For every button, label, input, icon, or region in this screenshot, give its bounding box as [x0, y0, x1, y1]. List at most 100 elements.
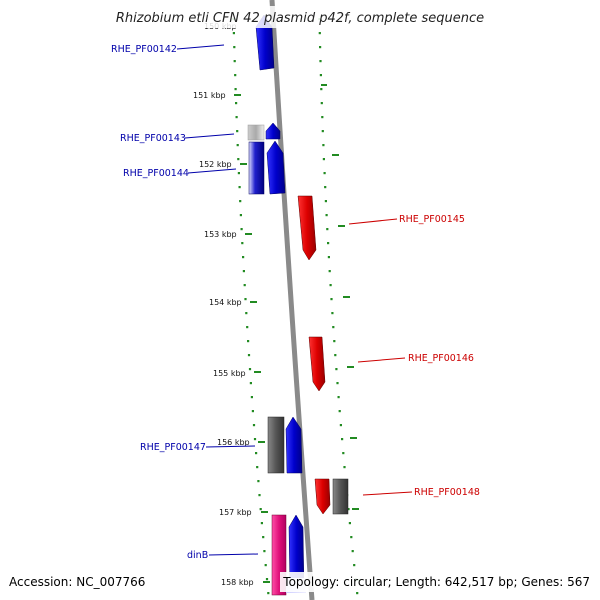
left-track-dot: [247, 340, 250, 343]
gene-label-rhe-pf00148[interactable]: RHE_PF00148: [414, 487, 480, 498]
scale-label-151: 151 kbp: [193, 91, 226, 100]
left-track-dot: [235, 116, 238, 119]
left-track-dot: [250, 396, 253, 399]
left-track-dot: [251, 410, 254, 413]
left-track-dot: [239, 200, 242, 203]
map-title: Rhizobium etli CFN 42 plasmid p42f, comp…: [116, 11, 484, 26]
right-track-dot: [353, 564, 356, 567]
gene-rhe-pf00147[interactable]: [285, 416, 303, 474]
left-track-dot: [237, 158, 240, 161]
gene-label-rhe-pf00147[interactable]: RHE_PF00147: [140, 442, 206, 453]
right-track-dot: [327, 242, 330, 245]
right-track-dot: [334, 354, 337, 357]
left-track-dot: [234, 74, 237, 77]
gene-features: [247, 14, 349, 596]
left-track-dot: [252, 424, 256, 427]
gene-label-rhe-pf00143[interactable]: RHE_PF00143: [120, 133, 186, 144]
right-track-dot: [320, 102, 323, 105]
left-track-dot: [262, 536, 265, 539]
right-track-dot: [351, 550, 354, 553]
right-track-dot: [318, 32, 321, 35]
right-track-dot: [341, 438, 344, 441]
left-track-dot: [265, 578, 269, 581]
gene-rhe-pf00144[interactable]: [266, 140, 286, 195]
right-track-dot: [342, 452, 345, 455]
right-track-dot: [339, 424, 342, 427]
left-track-dot: [233, 46, 236, 49]
left-track-dot: [267, 592, 270, 595]
left-track-dot: [258, 494, 261, 497]
gene-rhe-pf00148[interactable]: [314, 478, 331, 515]
gene-rhe-pf00147-grey[interactable]: [267, 416, 285, 474]
right-track-dot: [336, 382, 339, 385]
scale-markers: 150 kbp 151 kbp 152 kbp 153 kbp 154 kbp …: [193, 22, 270, 587]
right-track-dot: [319, 60, 322, 63]
left-track-dot: [246, 326, 249, 329]
label-leaders: [176, 44, 413, 556]
left-track-dot: [248, 368, 252, 371]
left-track-dot: [233, 60, 236, 63]
right-track-dot: [333, 340, 336, 343]
left-track-dot: [238, 186, 241, 189]
right-track-dot: [324, 186, 327, 189]
left-track-dot: [253, 438, 257, 441]
left-track-dot: [239, 214, 242, 217]
right-track-dot: [343, 466, 346, 469]
title-backing: [100, 6, 500, 28]
left-track-dot: [255, 452, 258, 455]
right-track-dot: [322, 158, 325, 161]
left-track-dot: [243, 284, 246, 287]
right-track-dot: [328, 270, 331, 273]
right-track-dot: [322, 144, 325, 147]
left-track-dot: [257, 480, 260, 483]
gene-label-rhe-pf00144[interactable]: RHE_PF00144: [123, 168, 189, 179]
gene-label-dinb[interactable]: dinB: [187, 550, 208, 561]
right-track-dot: [323, 172, 326, 175]
right-track-dot: [321, 130, 324, 133]
left-track-dot: [242, 256, 245, 259]
right-track-dot: [325, 214, 328, 217]
gene-labels: RHE_PF00142 RHE_PF00143 RHE_PF00144 RHE_…: [111, 44, 480, 561]
gene-rhe-pf00145[interactable]: [297, 195, 317, 261]
left-track-dot: [260, 522, 263, 525]
left-track-dot: [232, 32, 235, 35]
accession-text: Accession: NC_007766: [9, 575, 145, 589]
right-track-dot: [348, 522, 351, 525]
left-track-dot: [244, 298, 247, 301]
gene-label-rhe-pf00146[interactable]: RHE_PF00146: [408, 353, 474, 364]
right-track-dot: [326, 228, 329, 231]
right-track-dot: [329, 284, 332, 287]
left-track-dot: [235, 102, 238, 105]
left-track-dot: [236, 144, 239, 147]
right-track-dot: [319, 74, 322, 77]
gene-label-rhe-pf00145[interactable]: RHE_PF00145: [399, 214, 465, 225]
right-track-dot: [337, 396, 340, 399]
left-track-dot: [256, 466, 259, 469]
left-tick-track: [232, 18, 270, 595]
gene-rhe-pf00148-grey[interactable]: [332, 478, 349, 515]
right-track-dot: [327, 256, 330, 259]
scale-label-155: 155 kbp: [213, 369, 246, 378]
scale-label-153: 153 kbp: [204, 230, 237, 239]
right-track-dot: [347, 508, 350, 511]
gene-rhe-pf00143-grey[interactable]: [247, 124, 265, 141]
backbone-line: [269, 0, 315, 600]
gene-rhe-pf00143[interactable]: [265, 122, 281, 140]
gene-rhe-pf00146[interactable]: [308, 336, 326, 392]
left-track-dot: [247, 354, 251, 357]
left-track-dot: [237, 172, 240, 175]
left-track-dot: [259, 508, 262, 511]
gene-rhe-pf00144-shadow[interactable]: [248, 141, 265, 195]
left-track-dot: [242, 270, 245, 273]
right-track-dot: [332, 326, 335, 329]
left-track-dot: [245, 312, 248, 315]
scale-label-158: 158 kbp: [221, 578, 254, 587]
gene-label-rhe-pf00142[interactable]: RHE_PF00142: [111, 44, 177, 55]
right-track-dot: [331, 312, 334, 315]
left-track-dot: [234, 88, 237, 91]
scale-label-156: 156 kbp: [217, 438, 250, 447]
scale-label-157: 157 kbp: [219, 508, 252, 517]
scale-label-154: 154 kbp: [209, 298, 242, 307]
right-track-dot: [319, 46, 322, 49]
right-major-ticks: [321, 84, 361, 581]
